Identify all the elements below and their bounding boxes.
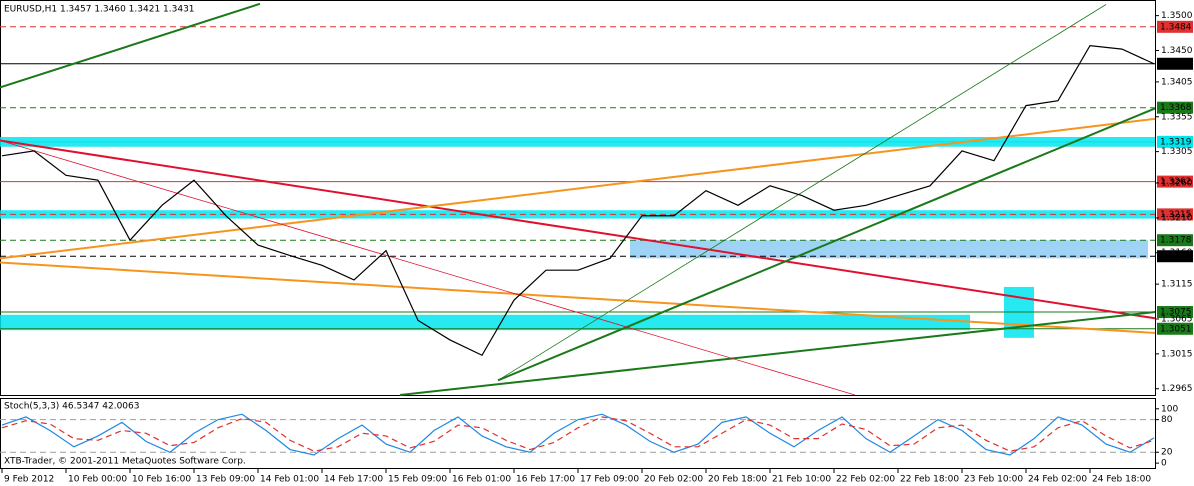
trendline bbox=[0, 2, 261, 89]
x-tick-label: 20 Feb 18:00 bbox=[708, 475, 767, 485]
y-tick-label: 1.3260 bbox=[1161, 179, 1193, 189]
y-tick-label: 1.3115 bbox=[1161, 280, 1193, 290]
y-tick-label: 1.3210 bbox=[1161, 213, 1193, 223]
level-label-box bbox=[1157, 101, 1193, 114]
y-tick-label: 1.3355 bbox=[1161, 112, 1193, 122]
zone bbox=[0, 314, 970, 331]
level-label-box bbox=[1157, 208, 1193, 221]
stoch-title: Stoch(5,3,3) 46.5347 42.0063 bbox=[4, 402, 139, 412]
x-tick-label: 13 Feb 09:00 bbox=[196, 475, 255, 485]
level-label: 1.3155 bbox=[1160, 252, 1192, 262]
trendline bbox=[497, 4, 1107, 381]
x-tick-label: 22 Feb 18:00 bbox=[900, 475, 959, 485]
x-tick-label: 14 Feb 17:00 bbox=[324, 475, 383, 485]
chart-title: EURUSD,H1 1.3457 1.3460 1.3421 1.3431 bbox=[4, 5, 195, 15]
x-tick-label: 15 Feb 09:00 bbox=[388, 475, 447, 485]
y-tick-label: 1.3065 bbox=[1161, 314, 1193, 324]
level-label-box bbox=[1157, 234, 1193, 247]
trendline bbox=[497, 107, 1156, 382]
trendline bbox=[0, 139, 1156, 320]
x-tick-label: 23 Feb 10:00 bbox=[964, 475, 1023, 485]
y-tick-label: 1.3305 bbox=[1161, 147, 1193, 157]
y-tick-label: 1.3015 bbox=[1161, 349, 1193, 359]
level-label: 1.3051 bbox=[1160, 324, 1192, 334]
trendline bbox=[399, 311, 1156, 396]
price-panel bbox=[0, 0, 1156, 396]
level-label: 1.3368 bbox=[1160, 103, 1192, 113]
series-line bbox=[1, 413, 1155, 456]
zone bbox=[630, 240, 1148, 259]
level-label: 1.3075 bbox=[1160, 308, 1192, 318]
series-line bbox=[1, 416, 1155, 452]
level-label-box bbox=[1157, 20, 1193, 33]
y-tick-label: 80 bbox=[1161, 415, 1173, 425]
x-tick-label: 24 Feb 18:00 bbox=[1092, 475, 1151, 485]
level-label-box bbox=[1157, 250, 1193, 263]
x-tick-label: 21 Feb 10:00 bbox=[772, 475, 831, 485]
x-tick-label: 16 Feb 17:00 bbox=[516, 475, 575, 485]
trendline bbox=[0, 261, 1156, 334]
level-label-box bbox=[1157, 57, 1193, 70]
x-tick-label: 20 Feb 02:00 bbox=[644, 475, 703, 485]
x-tick-label: 24 Feb 02:00 bbox=[1028, 475, 1087, 485]
series-line bbox=[1, 44, 1155, 357]
y-tick-label: 100 bbox=[1161, 404, 1178, 414]
level-label-box bbox=[1157, 175, 1193, 188]
trendline bbox=[0, 117, 1156, 260]
level-label: 1.3484 bbox=[1160, 22, 1192, 32]
level-label: 1.3262 bbox=[1160, 177, 1192, 187]
level-label: 1.3431 bbox=[1160, 59, 1192, 69]
y-tick-label: 1.2965 bbox=[1161, 384, 1193, 394]
y-tick-label: 20 bbox=[1161, 448, 1173, 458]
level-label-box bbox=[1157, 322, 1193, 335]
level-label: 1.3178 bbox=[1160, 236, 1192, 246]
x-tick-label: 10 Feb 16:00 bbox=[132, 475, 191, 485]
y-tick-label: 1.3500 bbox=[1161, 11, 1193, 21]
x-tick-label: 22 Feb 02:00 bbox=[836, 475, 895, 485]
y-tick-label: 1.3405 bbox=[1161, 77, 1193, 87]
zone bbox=[0, 210, 1155, 219]
x-tick-label: 10 Feb 00:00 bbox=[68, 475, 127, 485]
y-tick-label: 0 bbox=[1161, 459, 1167, 469]
x-tick-label: 14 Feb 01:00 bbox=[260, 475, 319, 485]
copyright: XTB-Trader, © 2001-2011 MetaQuotes Softw… bbox=[4, 457, 246, 467]
x-tick-label: 9 Feb 2012 bbox=[4, 475, 54, 485]
y-tick-label: 1.3160 bbox=[1161, 248, 1193, 258]
level-label: 1.3319 bbox=[1160, 137, 1192, 147]
level-label: 1.3215 bbox=[1160, 210, 1192, 220]
x-tick-label: 17 Feb 09:00 bbox=[580, 475, 639, 485]
trendline bbox=[0, 140, 856, 396]
level-label-box bbox=[1157, 306, 1193, 319]
y-tick-label: 1.3450 bbox=[1161, 46, 1193, 56]
x-tick-label: 16 Feb 01:00 bbox=[452, 475, 511, 485]
level-label-box bbox=[1157, 135, 1193, 148]
